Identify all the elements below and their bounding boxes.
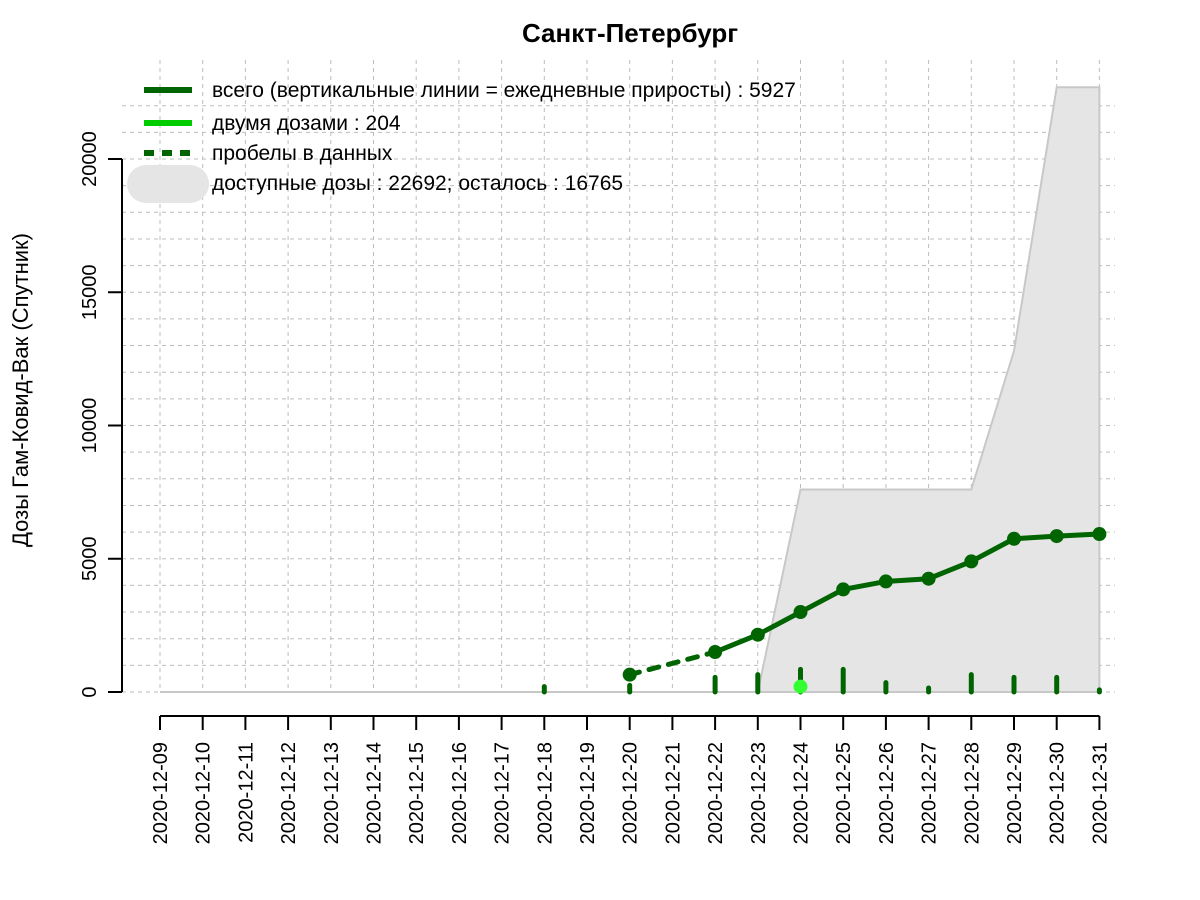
x-tick-label: 2020-12-26 (876, 742, 898, 844)
x-tick-label: 2020-12-25 (833, 742, 855, 844)
total-line-segment (798, 586, 846, 615)
y-tick-label: 0 (79, 686, 101, 697)
total-point (793, 605, 808, 620)
total-point (964, 554, 979, 569)
x-tick-label: 2020-12-20 (620, 742, 642, 844)
x-tick-label: 2020-12-13 (321, 742, 343, 844)
x-tick-label: 2020-12-28 (961, 742, 983, 844)
legend-label-two-doses: двумя дозами : 204 (212, 112, 401, 135)
y-tick-label: 20000 (79, 131, 101, 187)
legend-label-gaps: пробелы в данных (212, 142, 393, 165)
x-tick-label: 2020-12-09 (150, 742, 172, 844)
total-line-segment (840, 578, 889, 592)
series-lines-layer (622, 527, 1107, 694)
total-line-segment (1011, 533, 1060, 542)
x-tick-label: 2020-12-24 (791, 742, 813, 844)
y-tick-label: 5000 (79, 537, 101, 582)
total-point (878, 574, 893, 589)
total-gap-segment (627, 649, 718, 678)
legend-label-total: всего (вертикальные линии = ежедневные п… (212, 79, 796, 102)
total-point (1092, 527, 1107, 542)
x-tick-label: 2020-12-19 (577, 742, 599, 844)
total-point (836, 582, 851, 597)
total-point (708, 645, 723, 660)
x-tick-label: 2020-12-18 (534, 742, 556, 844)
x-tick-label: 2020-12-21 (662, 742, 684, 844)
x-tick-label: 2020-12-27 (919, 742, 941, 844)
x-tick-label: 2020-12-14 (364, 742, 386, 844)
y-tick-label: 15000 (79, 264, 101, 320)
x-tick-label: 2020-12-17 (492, 742, 514, 844)
total-line-segment (755, 609, 803, 638)
x-tick-label: 2020-12-31 (1089, 742, 1111, 844)
total-point (622, 667, 637, 682)
x-tick-label: 2020-12-30 (1047, 742, 1069, 844)
y-axis-label: Дозы Гам-Ковид-Вак (Спутник) (8, 233, 33, 547)
total-point (1049, 529, 1064, 544)
x-tick-label: 2020-12-10 (193, 742, 215, 844)
chart-title: Санкт-Петербург (522, 18, 738, 48)
y-tick-label: 10000 (79, 398, 101, 454)
x-tick-label: 2020-12-16 (449, 742, 471, 844)
x-tick-label: 2020-12-12 (278, 742, 300, 844)
total-point (750, 627, 765, 642)
total-point (1007, 531, 1021, 546)
total-line-segment (1054, 531, 1102, 539)
total-line-segment (883, 576, 932, 584)
x-tick-label: 2020-12-29 (1004, 742, 1026, 844)
legend: всего (вертикальные линии = ежедневные п… (127, 79, 796, 203)
x-tick-label: 2020-12-11 (235, 742, 257, 843)
x-tick-label: 2020-12-23 (748, 742, 770, 844)
total-line-segment (712, 632, 761, 655)
legend-swatch-available (127, 165, 209, 203)
total-line-segment (968, 536, 1017, 564)
daily-increment-layer (541, 666, 1102, 695)
axes: 0 5000 10000 15000 20000 2020-12-09 2020-12-10… (79, 131, 1111, 844)
x-tick-label: 2020-12-15 (406, 742, 428, 844)
two-doses-point (793, 679, 808, 694)
total-line-segment (926, 558, 974, 582)
legend-label-available: доступные дозы : 22692; осталось : 16765 (212, 172, 623, 195)
total-point (921, 571, 936, 586)
x-tick-label: 2020-12-22 (705, 742, 727, 844)
